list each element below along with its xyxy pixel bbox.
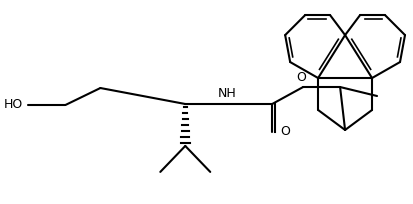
- Text: HO: HO: [4, 99, 24, 112]
- Text: O: O: [295, 71, 305, 84]
- Text: NH: NH: [217, 87, 236, 100]
- Text: O: O: [280, 125, 290, 139]
